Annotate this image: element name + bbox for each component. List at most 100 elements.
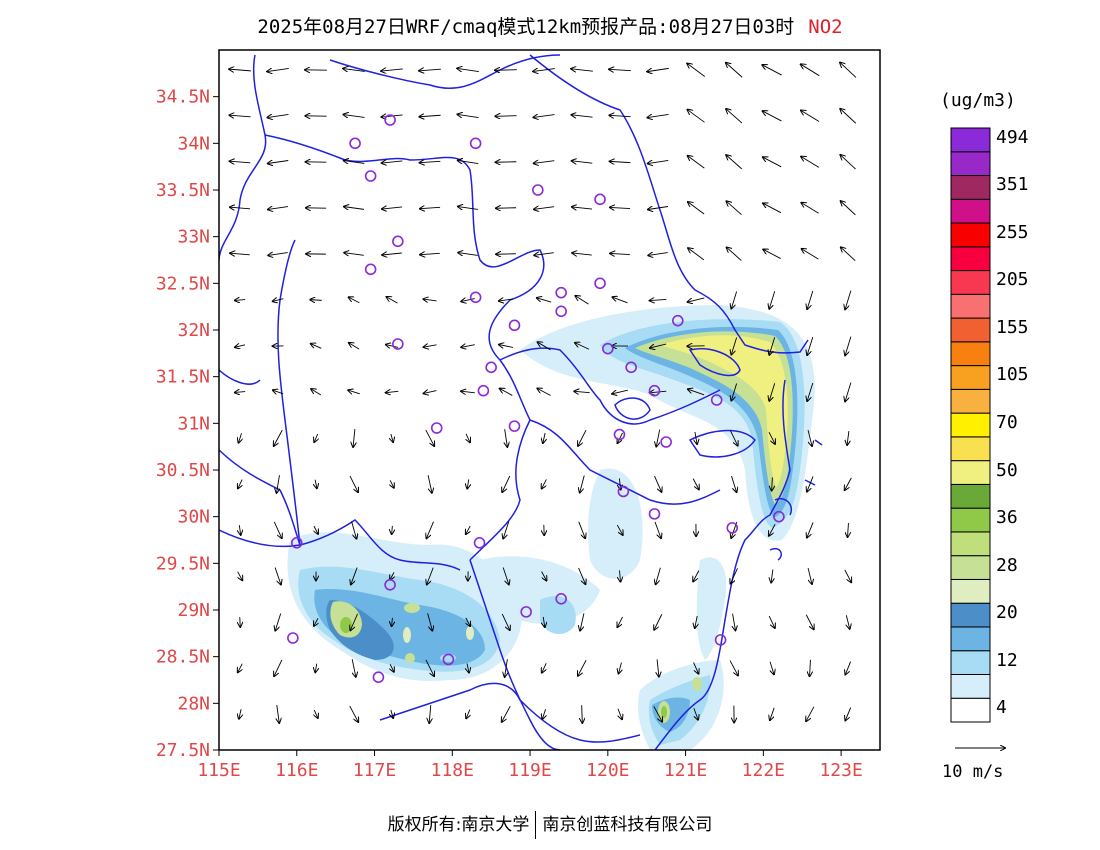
wind-arrow xyxy=(349,475,358,492)
lat-label: 30.5N xyxy=(156,460,210,481)
wind-arrow xyxy=(534,253,554,256)
station-marker xyxy=(372,671,385,684)
wind-arrow xyxy=(771,569,773,583)
wind-arrow xyxy=(273,521,281,538)
wind-arrow xyxy=(391,433,393,442)
wind-arrow xyxy=(610,207,631,208)
lat-label: 33.5N xyxy=(156,180,210,201)
title-main: 2025年08月27日WRF/cmaq模式12km预报产品:08月27日03时 xyxy=(257,16,795,38)
jiangxi-boundary xyxy=(219,239,461,571)
wind-arrow xyxy=(687,64,706,77)
wind-arrow xyxy=(612,389,628,394)
wind-arrow xyxy=(392,525,393,534)
lat-label: 27.5N xyxy=(156,740,210,761)
wind-arrow xyxy=(618,432,623,443)
wind-arrow xyxy=(807,567,812,584)
colorbar-swatch xyxy=(950,436,991,462)
wind-arrow xyxy=(620,570,621,581)
wind-arrow xyxy=(848,523,849,537)
wind-arrow xyxy=(382,207,403,209)
wind-arrow xyxy=(230,161,251,163)
wind-arrow xyxy=(351,659,356,677)
station-marker xyxy=(384,578,396,591)
wind-arrow xyxy=(314,709,318,718)
zhoushan-islands xyxy=(769,439,823,561)
wind-arrow xyxy=(844,569,851,582)
no2-concentration-field xyxy=(287,305,815,750)
wind-arrow xyxy=(343,69,365,72)
south-hotspot-1-core xyxy=(340,617,352,633)
wind-arrow xyxy=(235,392,246,393)
wind-arrow xyxy=(653,706,662,721)
colorbar-label: 4 xyxy=(996,697,1007,719)
colorbar-swatch xyxy=(950,317,991,343)
wind-arrow xyxy=(731,337,738,355)
wind-arrow xyxy=(495,70,517,71)
chongming-island xyxy=(688,348,741,377)
wind-arrow xyxy=(618,708,622,720)
wind-arrow xyxy=(467,663,469,672)
wind-arrow xyxy=(647,68,669,71)
jiangsu-boundary xyxy=(329,54,721,425)
wind-arrow xyxy=(801,64,820,77)
lat-label: 29.5N xyxy=(156,553,210,574)
wind-arrow xyxy=(543,616,545,627)
wind-arrow xyxy=(726,63,743,78)
wind-arrow xyxy=(427,567,434,585)
wind-arrow xyxy=(650,391,667,393)
wind-arrow xyxy=(731,291,738,309)
station-marker xyxy=(660,436,672,448)
wind-arrow xyxy=(267,114,289,117)
wind-arrow xyxy=(274,429,283,446)
zhejiang-boundary xyxy=(469,419,721,750)
colorbar-swatch xyxy=(950,650,991,675)
map-plot-area xyxy=(219,54,857,750)
wind-arrow xyxy=(841,201,856,216)
lon-label: 123E xyxy=(819,760,862,781)
station-marker xyxy=(364,263,377,276)
chart-title: 2025年08月27日WRF/cmaq模式12km预报产品:08月27日03时 N… xyxy=(0,12,1100,39)
anhui-boundary xyxy=(219,54,545,561)
colorbar-units: (ug/m3) xyxy=(940,90,1016,111)
colorbar-label: 28 xyxy=(996,554,1018,576)
wind-arrow xyxy=(612,297,628,304)
station-marker xyxy=(532,184,544,196)
wind-arrow xyxy=(845,707,852,721)
colorbar-label: 50 xyxy=(996,459,1018,481)
wind-arrow xyxy=(277,475,280,493)
wind-arrow xyxy=(648,253,668,256)
wind-arrow xyxy=(692,478,699,490)
wind-arrow xyxy=(772,477,773,490)
wind-arrow xyxy=(505,659,508,677)
lon-label: 121E xyxy=(664,760,707,781)
wind-arrow xyxy=(496,162,517,163)
wind-arrow xyxy=(807,382,814,401)
wind-arrow xyxy=(495,116,517,117)
wind-arrow xyxy=(427,475,432,493)
wind-arrow xyxy=(845,290,852,310)
colorbar-label: 494 xyxy=(996,126,1029,148)
lat-label: 28.5N xyxy=(156,647,210,668)
wind-arrow xyxy=(230,207,251,209)
wind-arrow xyxy=(268,207,289,210)
colorbar-label: 70 xyxy=(996,412,1018,433)
wind-arrow xyxy=(268,160,289,163)
footer-left: 版权所有:南京大学 xyxy=(387,815,530,835)
colorbar-label: 20 xyxy=(996,602,1018,624)
wind-arrow xyxy=(572,161,593,163)
wind-arrow xyxy=(572,253,592,255)
colorbar-swatch xyxy=(950,626,991,652)
colorbar-swatch xyxy=(950,673,991,699)
south-hotspot-2 xyxy=(404,603,420,613)
wind-arrow xyxy=(574,391,590,392)
wind-arrow xyxy=(457,68,479,71)
wind-arrow xyxy=(503,521,510,539)
wind-arrow xyxy=(315,479,317,489)
wind-arrow xyxy=(688,297,705,302)
colorbar-label: 105 xyxy=(996,364,1029,386)
central-patch-3 xyxy=(540,596,576,635)
station-marker xyxy=(672,314,684,327)
wind-arrow xyxy=(505,429,508,447)
wind-arrow xyxy=(458,253,478,256)
